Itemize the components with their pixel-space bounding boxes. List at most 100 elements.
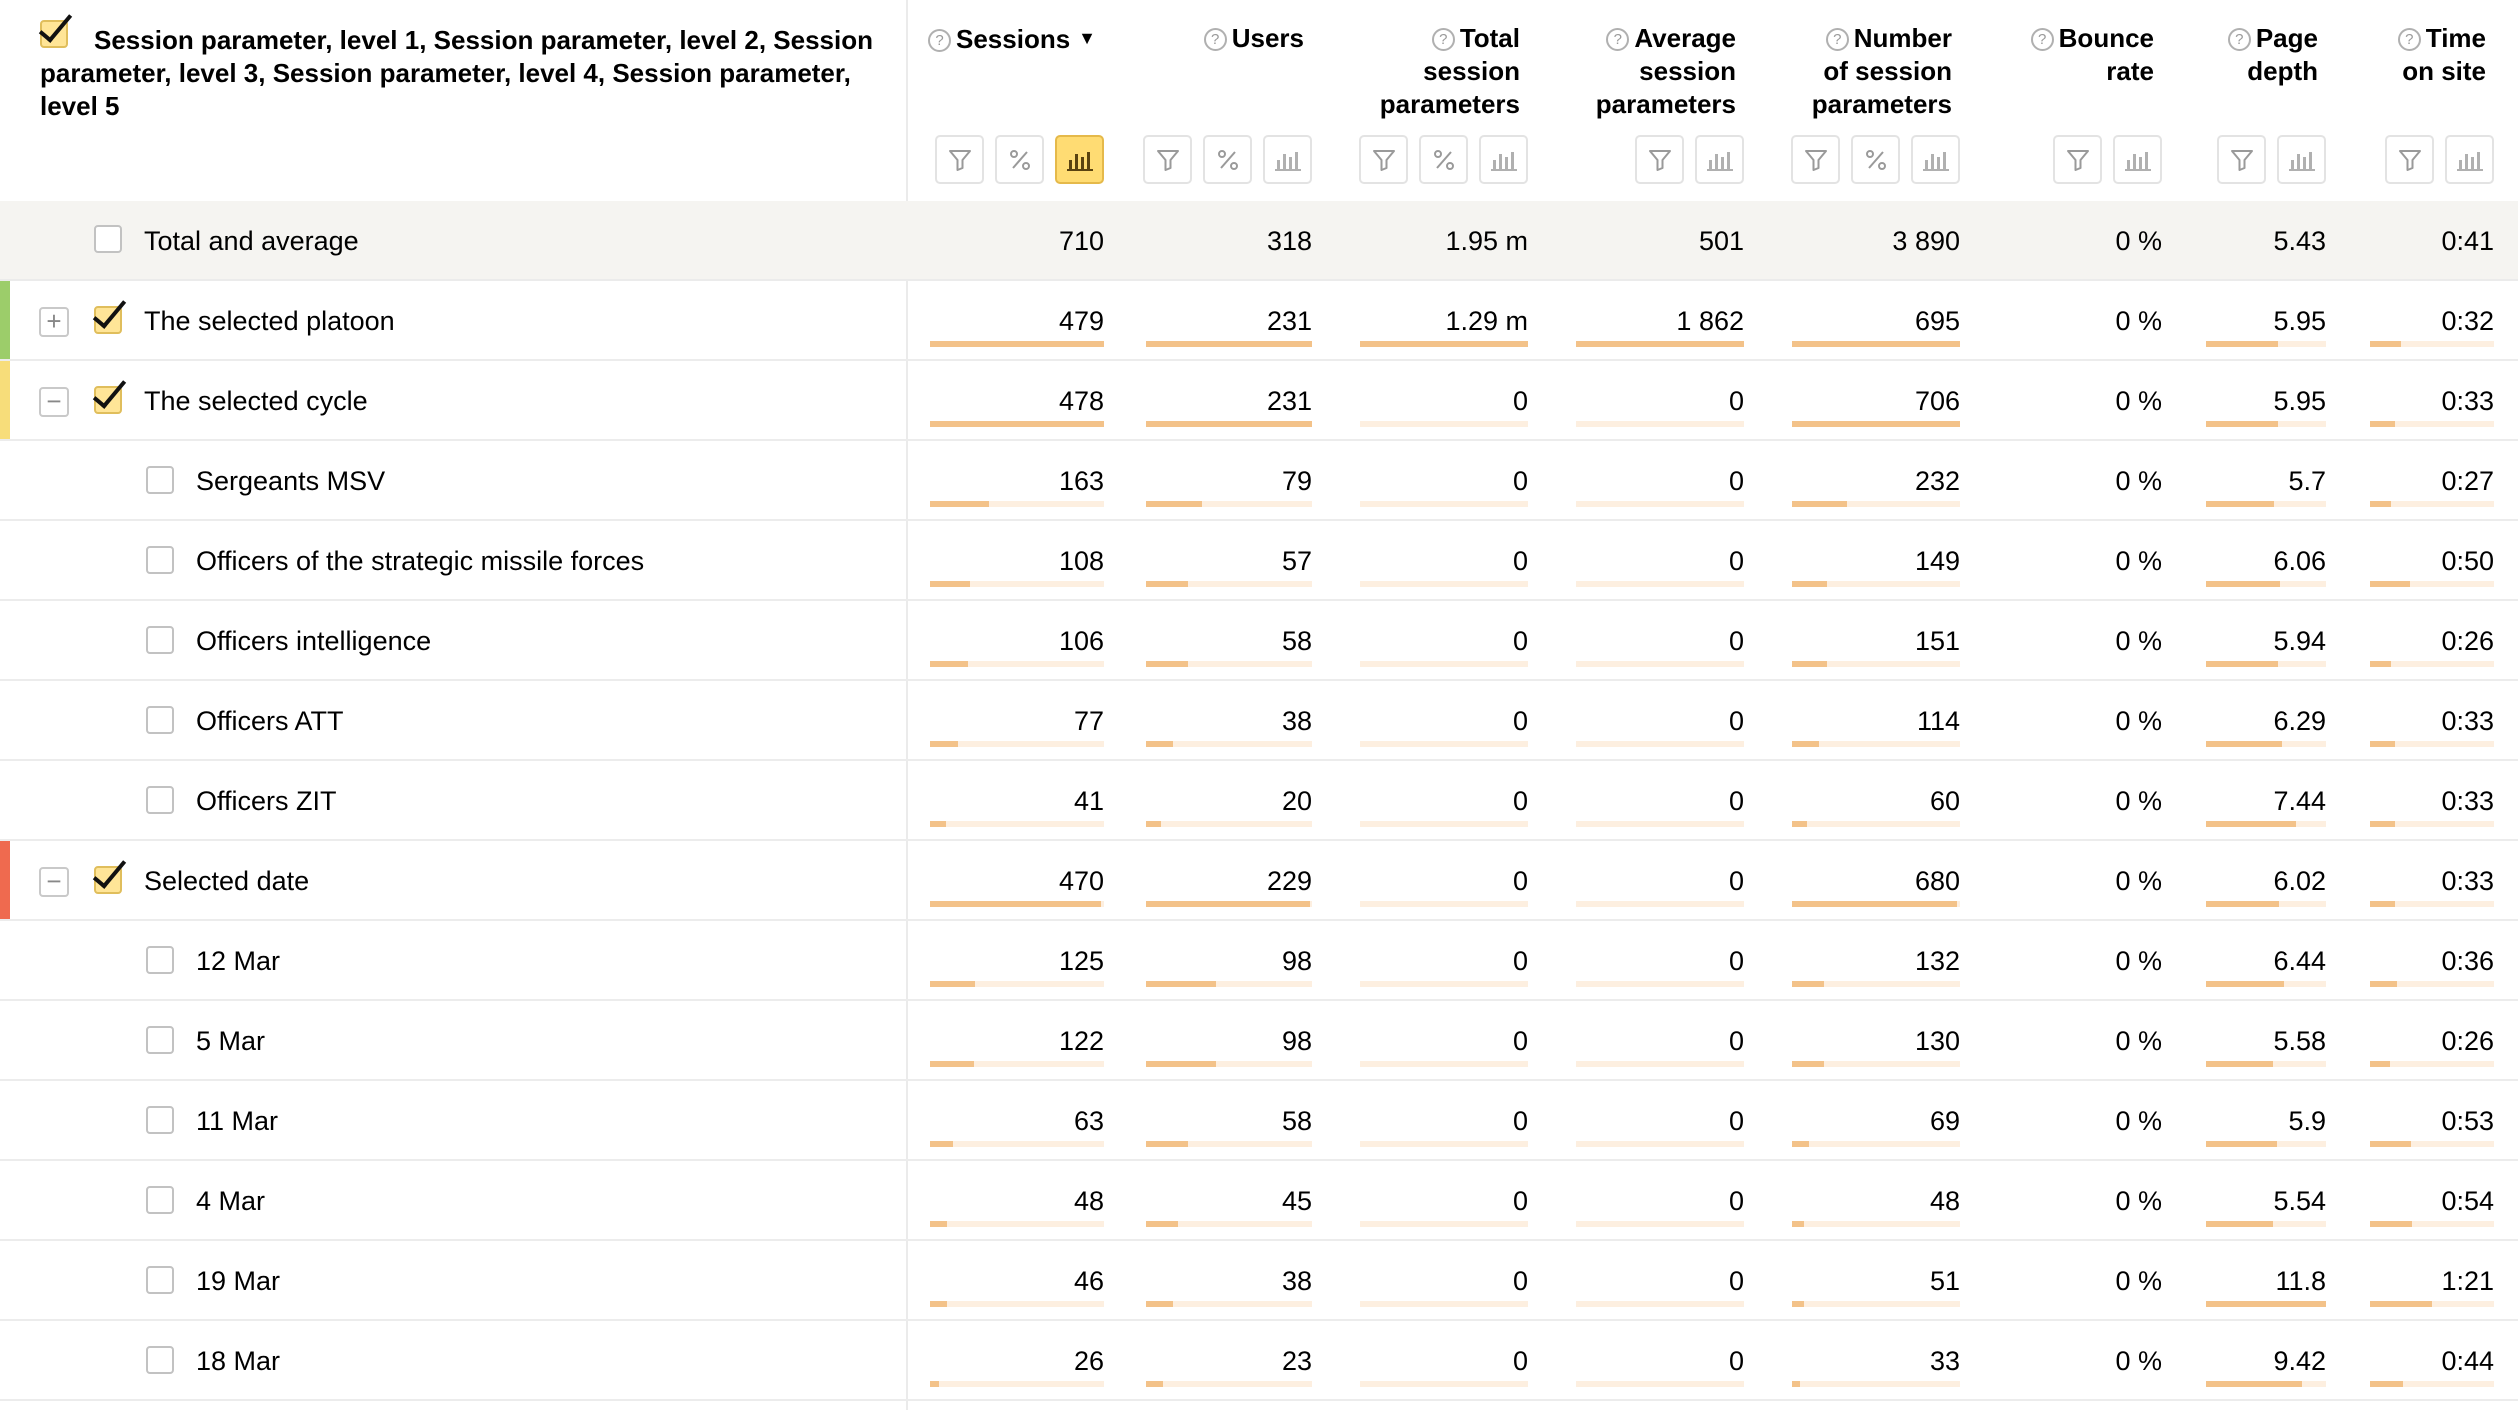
- metric-value: 0:50: [2441, 546, 2494, 576]
- filter-button[interactable]: [1359, 135, 1408, 184]
- chart-button[interactable]: [2277, 135, 2326, 184]
- row-checkbox[interactable]: [146, 1186, 174, 1214]
- table-row[interactable]: Officers of the strategic missile forces…: [0, 521, 2518, 601]
- chart-button[interactable]: [1911, 135, 1960, 184]
- row-checkbox[interactable]: [146, 546, 174, 574]
- help-icon[interactable]: ?: [1431, 28, 1455, 51]
- row-label[interactable]: 19 Mar: [196, 1266, 281, 1296]
- table-row[interactable]: 19 Mar 46 38 0 0 51 0 % 11.8 1:21: [0, 1241, 2518, 1321]
- value-bar-fill: [1792, 1381, 1801, 1387]
- row-checkbox[interactable]: [146, 706, 174, 734]
- value-bar: [930, 821, 1104, 827]
- metric-title[interactable]: ? Number of session parameters: [1811, 23, 1952, 119]
- help-icon[interactable]: ?: [928, 29, 951, 52]
- table-row[interactable]: − The selected cycle 478 231 0 0 706 0 % 5.95 0:3…: [0, 361, 2518, 441]
- filter-button[interactable]: [1143, 135, 1192, 184]
- help-icon[interactable]: ?: [2397, 28, 2421, 51]
- sort-desc-icon[interactable]: ▼: [1078, 28, 1096, 48]
- row-label[interactable]: Officers ATT: [196, 706, 344, 736]
- table-row[interactable]: + The selected platoon 479 231 1.29 m 1 862 69…: [0, 281, 2518, 361]
- row-label[interactable]: Total and average: [144, 226, 359, 256]
- row-label[interactable]: The selected cycle: [144, 386, 368, 416]
- select-all-checkbox[interactable]: [40, 20, 68, 48]
- filter-button[interactable]: [1635, 135, 1684, 184]
- row-checkbox[interactable]: [146, 1346, 174, 1374]
- value-bar-fill: [1146, 1061, 1216, 1067]
- row-checkbox[interactable]: [146, 1026, 174, 1054]
- table-row[interactable]: Officers ATT 77 38 0 0 114 0 % 6.29 0:33: [0, 681, 2518, 761]
- metric-title[interactable]: ? Total session parameters: [1379, 23, 1520, 119]
- help-icon[interactable]: ?: [1606, 28, 1630, 51]
- filter-button[interactable]: [935, 135, 984, 184]
- chart-button[interactable]: [2113, 135, 2162, 184]
- row-checkbox[interactable]: [94, 225, 122, 253]
- percent-button[interactable]: [1419, 135, 1468, 184]
- value-bar: [1576, 1221, 1744, 1227]
- percent-button[interactable]: [995, 135, 1044, 184]
- metric-value: 79: [1281, 466, 1312, 496]
- row-label[interactable]: 4 Mar: [196, 1186, 266, 1216]
- value-bar-fill: [1146, 501, 1203, 507]
- row-checkbox[interactable]: [94, 866, 122, 894]
- metric-title[interactable]: ? Time on site: [2397, 22, 2486, 88]
- help-icon[interactable]: ?: [2030, 28, 2054, 51]
- help-icon[interactable]: ?: [1203, 28, 1227, 51]
- table-row[interactable]: 18 Mar 26 23 0 0 33 0 % 9.42 0:44: [0, 1321, 2518, 1401]
- table-row[interactable]: Officers ZIT 41 20 0 0 60 0 % 7.44 0:33: [0, 761, 2518, 841]
- metric-title[interactable]: ? Users: [1203, 22, 1304, 55]
- percent-button[interactable]: [1851, 135, 1900, 184]
- chart-button[interactable]: [1479, 135, 1528, 184]
- filter-button[interactable]: [2217, 135, 2266, 184]
- metric-value: 0: [1728, 1266, 1744, 1296]
- chart-button[interactable]: [1695, 135, 1744, 184]
- row-checkbox[interactable]: [146, 466, 174, 494]
- expand-button[interactable]: +: [39, 307, 69, 337]
- value-bar: [2370, 821, 2494, 827]
- row-label[interactable]: 5 Mar: [196, 1026, 266, 1056]
- row-checkbox[interactable]: [146, 626, 174, 654]
- table-row[interactable]: − Selected date 470 229 0 0 680 0 % 6.02 0:33: [0, 841, 2518, 921]
- row-checkbox[interactable]: [94, 306, 122, 334]
- percent-button[interactable]: [1203, 135, 1252, 184]
- table-row[interactable]: 11 Mar 63 58 0 0 69 0 % 5.9 0:53: [0, 1081, 2518, 1161]
- help-icon[interactable]: ?: [1825, 28, 1849, 51]
- chart-button[interactable]: [1055, 135, 1104, 184]
- filter-button[interactable]: [2053, 135, 2102, 184]
- table-row[interactable]: Sergeants MSV 163 79 0 0 232 0 % 5.7 0:27: [0, 441, 2518, 521]
- total-row[interactable]: Total and average 710 318 1.95 m 501 3 890 0 %…: [0, 201, 2518, 281]
- help-icon[interactable]: ?: [2227, 28, 2251, 51]
- table-row[interactable]: Officers intelligence 106 58 0 0 151 0 % 5.94 0:…: [0, 601, 2518, 681]
- chart-button[interactable]: [2445, 135, 2494, 184]
- row-label[interactable]: 11 Mar: [196, 1106, 279, 1136]
- row-label[interactable]: The selected platoon: [144, 306, 395, 336]
- row-label[interactable]: Selected date: [144, 866, 310, 896]
- table-row[interactable]: 4 Mar 48 45 0 0 48 0 % 5.54 0:54: [0, 1161, 2518, 1241]
- row-label[interactable]: Officers ZIT: [196, 786, 337, 816]
- filter-button[interactable]: [1791, 135, 1840, 184]
- filter-button[interactable]: [2385, 135, 2434, 184]
- metric-title[interactable]: ? Bounce rate: [2030, 22, 2154, 88]
- table-row[interactable]: 12 Mar 125 98 0 0 132 0 % 6.44 0:36: [0, 921, 2518, 1001]
- row-checkbox[interactable]: [146, 1266, 174, 1294]
- value-bar: [2206, 741, 2326, 747]
- chart-button[interactable]: [1263, 135, 1312, 184]
- collapse-button[interactable]: −: [39, 387, 69, 417]
- metric-value: 5.58: [2273, 1026, 2326, 1056]
- metric-cell: 77: [930, 681, 1104, 759]
- collapse-button[interactable]: −: [39, 867, 69, 897]
- metric-cell: 318: [1146, 201, 1312, 279]
- metric-title[interactable]: ? Page depth: [2227, 22, 2318, 88]
- row-label[interactable]: Sergeants MSV: [196, 466, 386, 496]
- row-label[interactable]: Officers intelligence: [196, 626, 432, 656]
- row-checkbox[interactable]: [94, 386, 122, 414]
- row-label[interactable]: Officers of the strategic missile forces: [196, 546, 645, 576]
- metric-title[interactable]: ? Average session parameters: [1595, 23, 1736, 119]
- value-bar: [2370, 661, 2494, 667]
- metric-title[interactable]: ? Sessions ▼: [928, 22, 1096, 56]
- row-checkbox[interactable]: [146, 946, 174, 974]
- row-checkbox[interactable]: [146, 1106, 174, 1134]
- row-label[interactable]: 12 Mar: [196, 946, 281, 976]
- row-checkbox[interactable]: [146, 786, 174, 814]
- table-row[interactable]: 5 Mar 122 98 0 0 130 0 % 5.58 0:26: [0, 1001, 2518, 1081]
- row-label[interactable]: 18 Mar: [196, 1346, 281, 1376]
